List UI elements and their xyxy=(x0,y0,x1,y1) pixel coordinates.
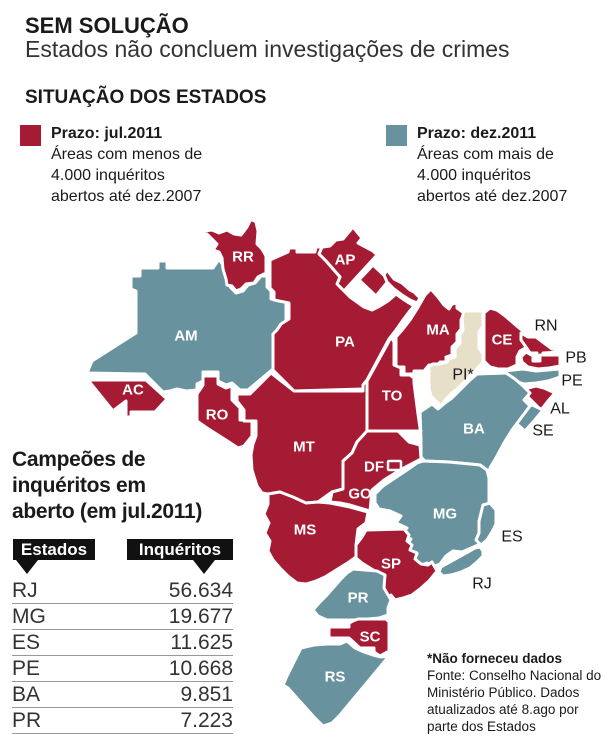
svg-text:TO: TO xyxy=(382,388,403,405)
svg-text:AL: AL xyxy=(550,401,570,418)
svg-text:RO: RO xyxy=(206,407,229,424)
svg-text:PE: PE xyxy=(561,373,582,390)
svg-text:PB: PB xyxy=(565,350,586,367)
svg-text:RN: RN xyxy=(534,318,557,335)
svg-text:RJ: RJ xyxy=(472,576,492,593)
svg-text:PI*: PI* xyxy=(452,367,473,384)
svg-text:GO: GO xyxy=(348,486,372,503)
svg-text:SE: SE xyxy=(532,423,553,440)
svg-text:PR: PR xyxy=(348,590,369,607)
svg-text:AC: AC xyxy=(122,382,144,399)
svg-text:SC: SC xyxy=(360,629,381,646)
svg-text:PA: PA xyxy=(335,334,355,351)
svg-text:MS: MS xyxy=(294,522,317,539)
svg-text:RR: RR xyxy=(232,249,254,266)
svg-text:AP: AP xyxy=(335,252,356,269)
svg-text:MT: MT xyxy=(293,439,315,456)
svg-text:ES: ES xyxy=(501,529,522,546)
svg-text:SP: SP xyxy=(381,556,401,573)
svg-text:MA: MA xyxy=(426,322,449,339)
svg-text:AM: AM xyxy=(174,328,197,345)
svg-text:BA: BA xyxy=(463,421,485,438)
svg-text:MG: MG xyxy=(433,506,457,523)
svg-text:CE: CE xyxy=(492,332,513,349)
svg-text:RS: RS xyxy=(325,669,346,686)
svg-text:DF: DF xyxy=(364,459,384,476)
